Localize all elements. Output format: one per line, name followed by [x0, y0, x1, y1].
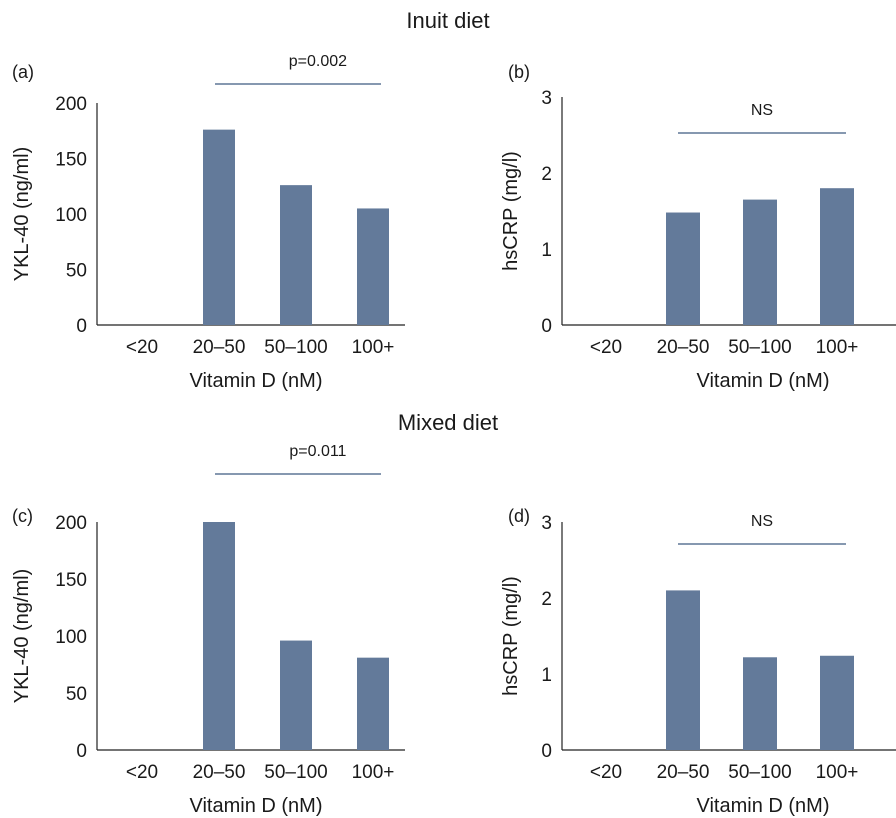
bar	[203, 522, 235, 750]
bar	[820, 655, 854, 750]
y-axis-title: YKL-40 (ng/ml)	[11, 569, 33, 704]
y-tick-label: 150	[55, 570, 87, 591]
x-axis-title: Vitamin D (nM)	[697, 795, 830, 817]
y-tick-label: 0	[76, 316, 87, 337]
x-tick-label: 20–50	[193, 762, 246, 783]
x-tick-label: 50–100	[264, 762, 327, 783]
y-axis-title: hsCRP (mg/l)	[500, 576, 522, 696]
y-tick-label: 200	[55, 513, 87, 534]
y-tick-label: 50	[66, 261, 87, 282]
y-tick-label: 3	[541, 513, 552, 534]
y-tick-label: 50	[66, 684, 87, 705]
bar	[357, 657, 389, 750]
x-tick-label: <20	[126, 762, 158, 783]
x-axis-title: Vitamin D (nM)	[697, 370, 830, 392]
x-tick-label: <20	[126, 337, 158, 358]
panel-label: (c)	[12, 506, 33, 526]
y-axis-title: YKL-40 (ng/ml)	[11, 147, 33, 282]
section-title-mixed: Mixed diet	[397, 410, 499, 435]
y-tick-label: 2	[541, 164, 552, 185]
panel-label: (b)	[508, 62, 530, 82]
bar	[280, 185, 312, 325]
x-tick-label: 20–50	[657, 337, 710, 358]
y-tick-label: 3	[541, 88, 552, 109]
y-tick-label: 2	[541, 589, 552, 610]
x-tick-label: 100+	[352, 337, 395, 358]
bar	[280, 640, 312, 750]
x-tick-label: 50–100	[728, 762, 791, 783]
bar	[666, 212, 700, 325]
bar	[666, 590, 700, 750]
y-tick-label: 200	[55, 94, 87, 115]
significance-label: NS	[751, 513, 773, 530]
y-tick-label: 0	[541, 316, 552, 337]
bar	[357, 208, 389, 325]
panel-label: (d)	[508, 506, 530, 526]
y-tick-label: 100	[55, 205, 87, 226]
x-axis-title: Vitamin D (nM)	[190, 370, 323, 392]
x-tick-label: <20	[590, 762, 622, 783]
y-tick-label: 100	[55, 627, 87, 648]
y-tick-label: 0	[541, 741, 552, 762]
bar	[203, 129, 235, 325]
significance-label: NS	[751, 102, 773, 119]
x-tick-label: 100+	[816, 337, 859, 358]
x-tick-label: 100+	[816, 762, 859, 783]
y-tick-label: 0	[76, 741, 87, 762]
x-tick-label: <20	[590, 337, 622, 358]
x-axis-title: Vitamin D (nM)	[190, 795, 323, 817]
y-axis-title: hsCRP (mg/l)	[500, 151, 522, 271]
bar	[820, 188, 854, 325]
section-title-inuit: Inuit diet	[406, 8, 490, 33]
x-tick-label: 100+	[352, 762, 395, 783]
bar	[743, 657, 777, 750]
significance-label: p=0.002	[289, 53, 347, 70]
panel-label: (a)	[12, 62, 34, 82]
y-tick-label: 1	[541, 665, 552, 686]
x-tick-label: 50–100	[728, 337, 791, 358]
x-tick-label: 50–100	[264, 337, 327, 358]
x-tick-label: 20–50	[657, 762, 710, 783]
x-tick-label: 20–50	[193, 337, 246, 358]
significance-label: p=0.011	[289, 443, 346, 460]
y-tick-label: 1	[541, 240, 552, 261]
y-tick-label: 150	[55, 150, 87, 171]
bar	[743, 199, 777, 325]
